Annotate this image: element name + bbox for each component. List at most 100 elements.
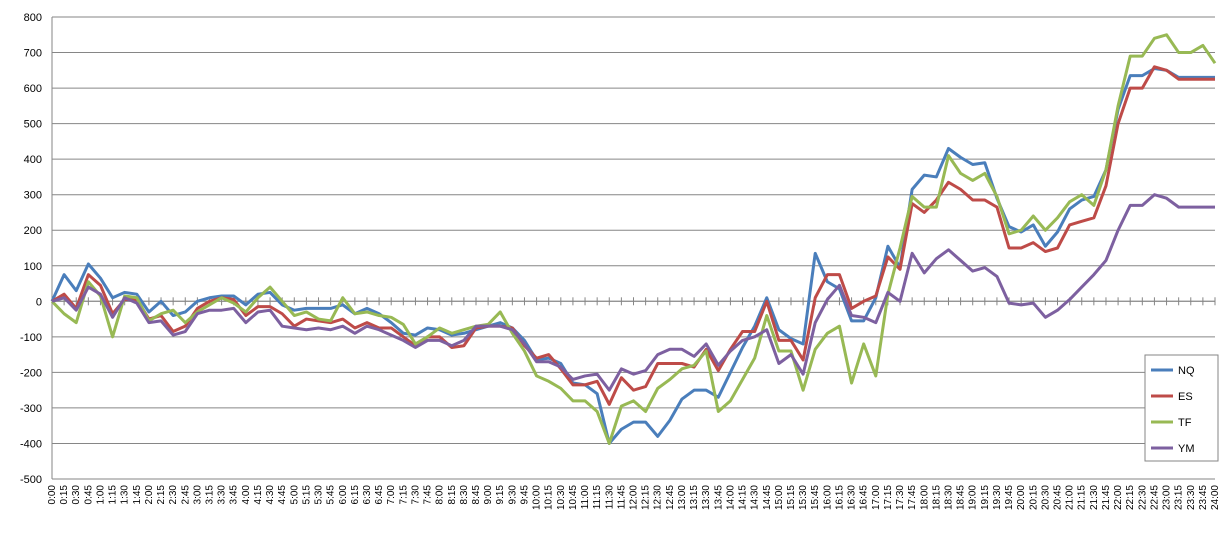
x-tick-label: 12:45 (665, 485, 676, 510)
x-tick-label: 2:30 (168, 485, 179, 505)
y-tick-label: 400 (24, 154, 42, 166)
x-tick-label: 0:30 (71, 485, 82, 505)
x-tick-label: 6:30 (362, 485, 373, 505)
x-tick-label: 0:00 (47, 485, 58, 505)
x-tick-label: 3:15 (204, 485, 215, 505)
x-tick-label: 10:45 (568, 485, 579, 510)
x-tick-label: 11:30 (604, 485, 615, 510)
x-tick-label: 3:30 (217, 485, 228, 505)
x-tick-label: 11:15 (592, 485, 603, 510)
x-tick-label: 13:15 (689, 485, 700, 510)
x-tick-label: 8:15 (447, 485, 458, 505)
x-tick-label: 18:15 (931, 485, 942, 510)
x-tick-label: 19:00 (968, 485, 979, 510)
x-tick-label: 11:45 (616, 485, 627, 510)
x-tick-label: 4:45 (277, 485, 288, 505)
x-tick-label: 0:15 (59, 485, 70, 505)
x-tick-label: 14:45 (762, 485, 773, 510)
x-tick-label: 22:45 (1149, 485, 1160, 510)
x-tick-label: 19:45 (1004, 485, 1015, 510)
x-tick-label: 12:30 (653, 485, 664, 510)
x-tick-label: 15:15 (786, 485, 797, 510)
x-tick-label: 5:45 (326, 485, 337, 505)
x-tick-label: 11:00 (580, 485, 591, 510)
x-tick-label: 3:45 (229, 485, 240, 505)
x-tick-label: 17:45 (907, 485, 918, 510)
x-tick-label: 6:15 (350, 485, 361, 505)
x-tick-label: 20:15 (1028, 485, 1039, 510)
x-tick-label: 0:45 (83, 485, 94, 505)
x-tick-label: 14:15 (738, 485, 749, 510)
x-tick-label: 17:00 (871, 485, 882, 510)
x-tick-label: 17:15 (883, 485, 894, 510)
x-tick-label: 10:15 (544, 485, 555, 510)
x-tick-label: 23:30 (1186, 485, 1197, 510)
y-tick-label: 800 (24, 12, 42, 24)
x-tick-label: 1:00 (95, 485, 106, 505)
x-tick-label: 5:15 (301, 485, 312, 505)
y-tick-label: 600 (24, 83, 42, 95)
x-tick-label: 9:45 (519, 485, 530, 505)
x-tick-label: 4:30 (265, 485, 276, 505)
x-tick-label: 20:45 (1053, 485, 1064, 510)
x-tick-label: 4:15 (253, 485, 264, 505)
y-tick-label: -100 (20, 332, 42, 344)
x-tick-label: 19:30 (992, 485, 1003, 510)
series-line (51, 193, 1215, 392)
x-tick-label: 21:45 (1101, 485, 1112, 510)
x-tick-label: 22:15 (1125, 485, 1136, 510)
x-tick-label: 12:15 (641, 485, 652, 510)
x-tick-label: 2:45 (180, 485, 191, 505)
x-tick-label: 7:30 (410, 485, 421, 505)
x-tick-label: 2:00 (144, 485, 155, 505)
x-tick-label: 5:00 (289, 485, 300, 505)
x-tick-label: 1:30 (120, 485, 131, 505)
legend-label: ES (1178, 391, 1193, 403)
x-tick-label: 10:00 (532, 485, 543, 510)
x-tick-label: 24:00 (1210, 485, 1221, 510)
x-tick-label: 12:00 (629, 485, 640, 510)
x-tick-label: 17:30 (895, 485, 906, 510)
x-tick-label: 20:00 (1016, 485, 1027, 510)
x-tick-label: 23:45 (1198, 485, 1209, 510)
y-tick-label: -500 (20, 474, 42, 486)
x-tick-label: 18:45 (956, 485, 967, 510)
x-tick-label: 13:30 (701, 485, 712, 510)
x-tick-label: 8:00 (435, 485, 446, 505)
x-tick-label: 16:45 (859, 485, 870, 510)
x-tick-label: 6:45 (374, 485, 385, 505)
x-tick-label: 22:00 (1113, 485, 1124, 510)
x-tick-label: 16:30 (847, 485, 858, 510)
legend-box (1144, 354, 1219, 462)
y-tick-label: -300 (20, 403, 42, 415)
x-tick-label: 16:00 (822, 485, 833, 510)
legend-label: TF (1178, 417, 1192, 429)
x-tick-label: 22:30 (1137, 485, 1148, 510)
legend-label: NQ (1178, 365, 1195, 377)
x-tick-label: 21:15 (1077, 485, 1088, 510)
x-tick-label: 9:15 (495, 485, 506, 505)
x-tick-label: 23:00 (1162, 485, 1173, 510)
x-tick-label: 21:00 (1065, 485, 1076, 510)
y-tick-label: 700 (24, 48, 42, 60)
x-tick-label: 13:45 (713, 485, 724, 510)
series-line (50, 67, 1215, 445)
y-tick-label: 500 (24, 119, 42, 131)
x-tick-label: 14:30 (750, 485, 761, 510)
x-tick-label: 18:00 (919, 485, 930, 510)
y-tick-label: 300 (24, 190, 42, 202)
x-tick-label: 8:30 (459, 485, 470, 505)
legend-label: YM (1178, 443, 1195, 455)
x-tick-label: 15:30 (798, 485, 809, 510)
y-tick-label: 0 (36, 296, 42, 308)
x-tick-label: 21:30 (1089, 485, 1100, 510)
x-tick-label: 7:45 (423, 485, 434, 505)
x-tick-label: 2:15 (156, 485, 167, 505)
x-tick-label: 9:30 (507, 485, 518, 505)
series-line (51, 65, 1215, 406)
x-tick-label: 23:15 (1174, 485, 1185, 510)
y-tick-label: 100 (24, 261, 42, 273)
x-tick-label: 5:30 (314, 485, 325, 505)
